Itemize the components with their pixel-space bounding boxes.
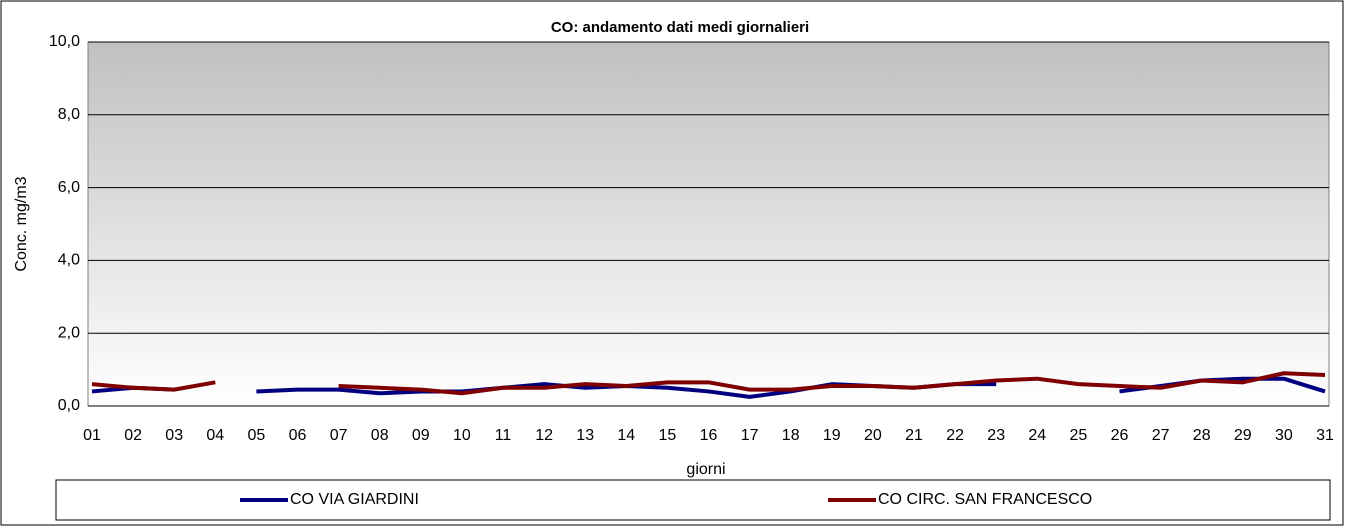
x-tick-label: 14 <box>617 427 635 444</box>
legend-label: CO VIA GIARDINI <box>290 491 419 508</box>
x-tick-label: 04 <box>206 427 224 444</box>
x-tick-label: 27 <box>1152 427 1170 444</box>
y-tick-label: 2,0 <box>58 324 80 341</box>
x-tick-label: 25 <box>1070 427 1088 444</box>
y-tick-label: 6,0 <box>58 179 80 196</box>
x-tick-label: 03 <box>165 427 183 444</box>
x-tick-label: 07 <box>330 427 348 444</box>
x-tick-label: 28 <box>1193 427 1211 444</box>
x-tick-label: 29 <box>1234 427 1252 444</box>
y-tick-label: 4,0 <box>58 252 80 269</box>
y-tick-label: 8,0 <box>58 106 80 123</box>
x-tick-label: 26 <box>1111 427 1129 444</box>
x-tick-label: 01 <box>83 427 101 444</box>
x-axis-label: giorni <box>686 461 725 478</box>
x-tick-label: 06 <box>289 427 307 444</box>
x-tick-label: 08 <box>371 427 389 444</box>
x-tick-label: 05 <box>248 427 266 444</box>
chart-title: CO: andamento dati medi giornalieri <box>551 19 809 36</box>
x-tick-label: 12 <box>535 427 553 444</box>
x-tick-label: 24 <box>1028 427 1046 444</box>
x-tick-label: 02 <box>124 427 142 444</box>
legend-label: CO CIRC. SAN FRANCESCO <box>878 491 1092 508</box>
x-tick-label: 15 <box>659 427 677 444</box>
plot-area <box>87 41 1330 407</box>
x-tick-label: 16 <box>700 427 718 444</box>
x-tick-label: 22 <box>946 427 964 444</box>
x-tick-label: 23 <box>987 427 1005 444</box>
x-tick-label: 17 <box>741 427 759 444</box>
y-axis-label: Conc. mg/m3 <box>13 176 30 271</box>
x-tick-label: 10 <box>453 427 471 444</box>
x-tick-label: 13 <box>576 427 594 444</box>
x-tick-label: 31 <box>1316 427 1334 444</box>
y-tick-label: 0,0 <box>58 397 80 414</box>
x-tick-label: 20 <box>864 427 882 444</box>
x-tick-label: 21 <box>905 427 923 444</box>
x-tick-label: 11 <box>495 427 512 444</box>
y-tick-label: 10,0 <box>49 33 80 50</box>
x-tick-label: 09 <box>412 427 430 444</box>
series-line <box>91 371 1326 396</box>
x-tick-label: 19 <box>823 427 841 444</box>
x-tick-label: 30 <box>1275 427 1293 444</box>
x-tick-label: 18 <box>782 427 800 444</box>
